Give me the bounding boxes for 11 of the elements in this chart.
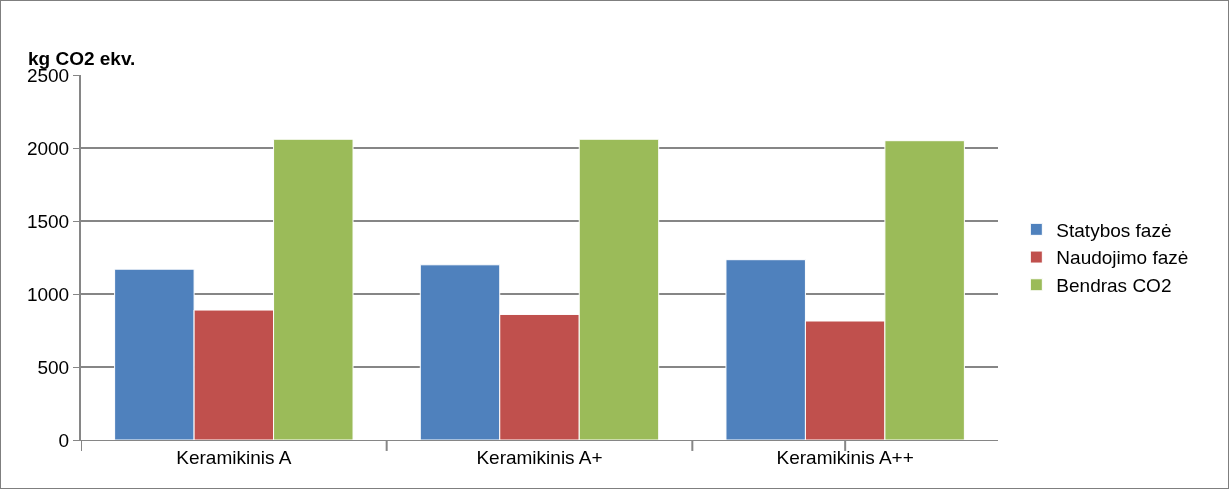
x-tick-label: Keramikinis A++ [776,446,914,468]
x-tick-label: Keramikinis A+ [476,446,603,468]
x-tick-label: Keramikinis A [176,446,292,468]
y-tick-label: 0 [58,429,70,451]
legend-label: Naudojimo fazė [1056,247,1189,269]
y-tick-label: 1000 [26,283,70,305]
y-tick-label: 500 [37,356,70,378]
legend-label: Statybos fazė [1056,219,1172,241]
legend-label: Bendras CO2 [1056,275,1172,297]
y-tick-label: 1500 [26,210,70,232]
y-tick-label: 2000 [26,137,70,159]
